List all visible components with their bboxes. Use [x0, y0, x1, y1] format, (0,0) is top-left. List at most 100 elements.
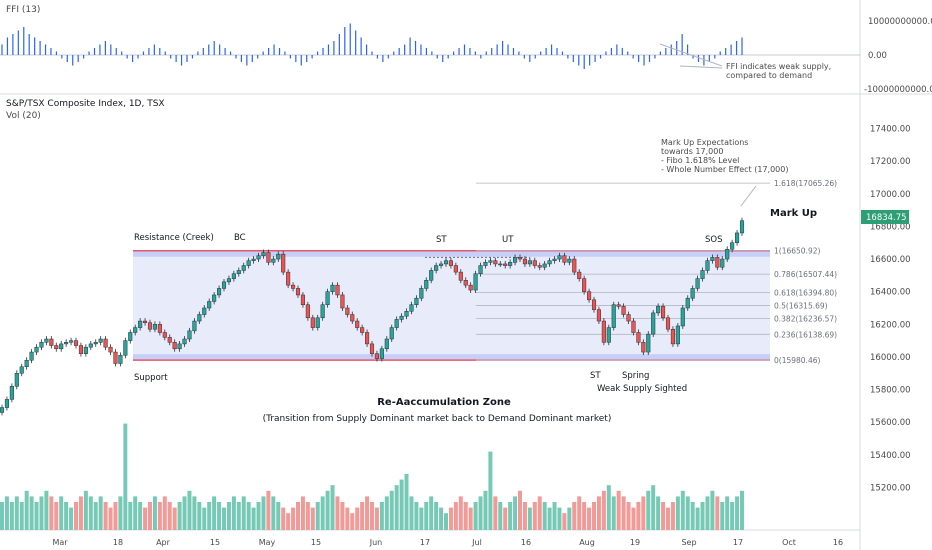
candle [108, 344, 113, 356]
candle [167, 334, 172, 346]
volume-bar [207, 502, 212, 530]
volume-bar [641, 496, 646, 530]
volume-bar [54, 502, 59, 530]
candle [152, 321, 157, 333]
zone-subtitle: (Transition from Supply Dominant market … [263, 414, 612, 424]
candle [187, 327, 192, 342]
ffi-note-arrow-2 [679, 65, 723, 69]
candle [212, 292, 217, 305]
candle [330, 282, 335, 295]
volume-bar [103, 502, 108, 530]
volume-bar [483, 490, 488, 530]
candle [656, 303, 661, 316]
volume-bar [19, 502, 24, 530]
time-tick-label: May [259, 538, 276, 547]
candle [448, 257, 453, 269]
volume-bar [587, 507, 592, 530]
volume-bar [157, 502, 162, 530]
volume-bar [281, 507, 286, 530]
candle [700, 267, 705, 282]
candle [103, 336, 108, 351]
volume-bar [44, 490, 49, 530]
price-tick-label: 16600.00 [870, 255, 911, 265]
volume-bar [49, 496, 54, 530]
volume-bar [404, 474, 409, 530]
candle [522, 256, 527, 267]
candle [379, 345, 384, 362]
volume-bar [202, 507, 207, 530]
candle [256, 252, 261, 262]
volume-bar [370, 502, 374, 530]
volume-bar [330, 485, 335, 530]
candle [670, 326, 675, 347]
volume-bar [98, 496, 103, 530]
candle [478, 262, 483, 277]
volume-bar [128, 502, 133, 530]
volume-bar [414, 502, 419, 530]
volume-bar [601, 490, 606, 530]
candle [14, 370, 19, 390]
price-tick-label: 17000.00 [870, 190, 911, 200]
candle [720, 256, 725, 271]
volume-bar [468, 507, 473, 530]
candle [626, 311, 631, 324]
markup-label: Mark Up [770, 208, 817, 219]
volume-bar [182, 496, 187, 530]
candle [557, 252, 562, 262]
volume-bar [547, 507, 552, 530]
price-tick-label: 16400.00 [870, 288, 911, 298]
candle [517, 254, 523, 262]
volume-bars [0, 423, 744, 530]
candle [483, 259, 488, 269]
volume-bar [409, 496, 414, 530]
candle [389, 324, 394, 342]
volume-bar [39, 496, 44, 530]
candle [286, 269, 291, 289]
candle [93, 339, 98, 347]
resistance-label: Resistance (Creek) [134, 233, 214, 243]
volume-bar [735, 496, 740, 530]
volume-bar [675, 496, 680, 530]
volume-bar [118, 496, 123, 530]
volume-bar [300, 496, 305, 530]
sos-label: SOS [705, 235, 722, 245]
candle [172, 339, 177, 352]
candle [414, 295, 419, 308]
volume-bar [389, 490, 394, 530]
price-tick-label: 16200.00 [870, 320, 911, 330]
st-label-1: ST [436, 235, 447, 245]
volume-bar [360, 502, 365, 530]
spring-label: Spring [622, 371, 649, 381]
fib-label: 0.618(16394.80) [774, 289, 837, 298]
candle [384, 336, 389, 352]
time-tick-label: 17 [420, 538, 430, 547]
volume-bar [592, 502, 596, 530]
volume-bar [439, 507, 444, 530]
price-tick-label: 15800.00 [870, 386, 911, 396]
candle [29, 349, 34, 364]
volume-bar [365, 496, 370, 530]
volume-bar [350, 513, 355, 530]
candle [582, 275, 587, 295]
volume-bar [152, 496, 157, 530]
candle [246, 257, 251, 269]
volume-bar [78, 496, 83, 530]
volume-bar [241, 496, 246, 530]
st-label-2: ST [590, 371, 601, 381]
time-axis: Mar 18 Apr 15 May 15 Jun 17 Jul 16 Aug 19 Sep 17 Oct 16 [52, 538, 843, 547]
candle [463, 277, 468, 289]
volume-bar [261, 496, 266, 530]
candle [295, 285, 301, 298]
volume-bar [291, 507, 296, 530]
volume-bar [143, 507, 148, 530]
volume-bar [582, 502, 587, 530]
candle [221, 278, 227, 292]
ut-label: UT [502, 235, 514, 245]
fib-label: 1(16650.92) [774, 247, 820, 256]
candle [73, 337, 79, 349]
volume-bar [448, 507, 453, 530]
volume-bar [720, 502, 725, 530]
candle [365, 329, 370, 347]
candle [251, 256, 256, 264]
volume-bar [740, 490, 744, 530]
